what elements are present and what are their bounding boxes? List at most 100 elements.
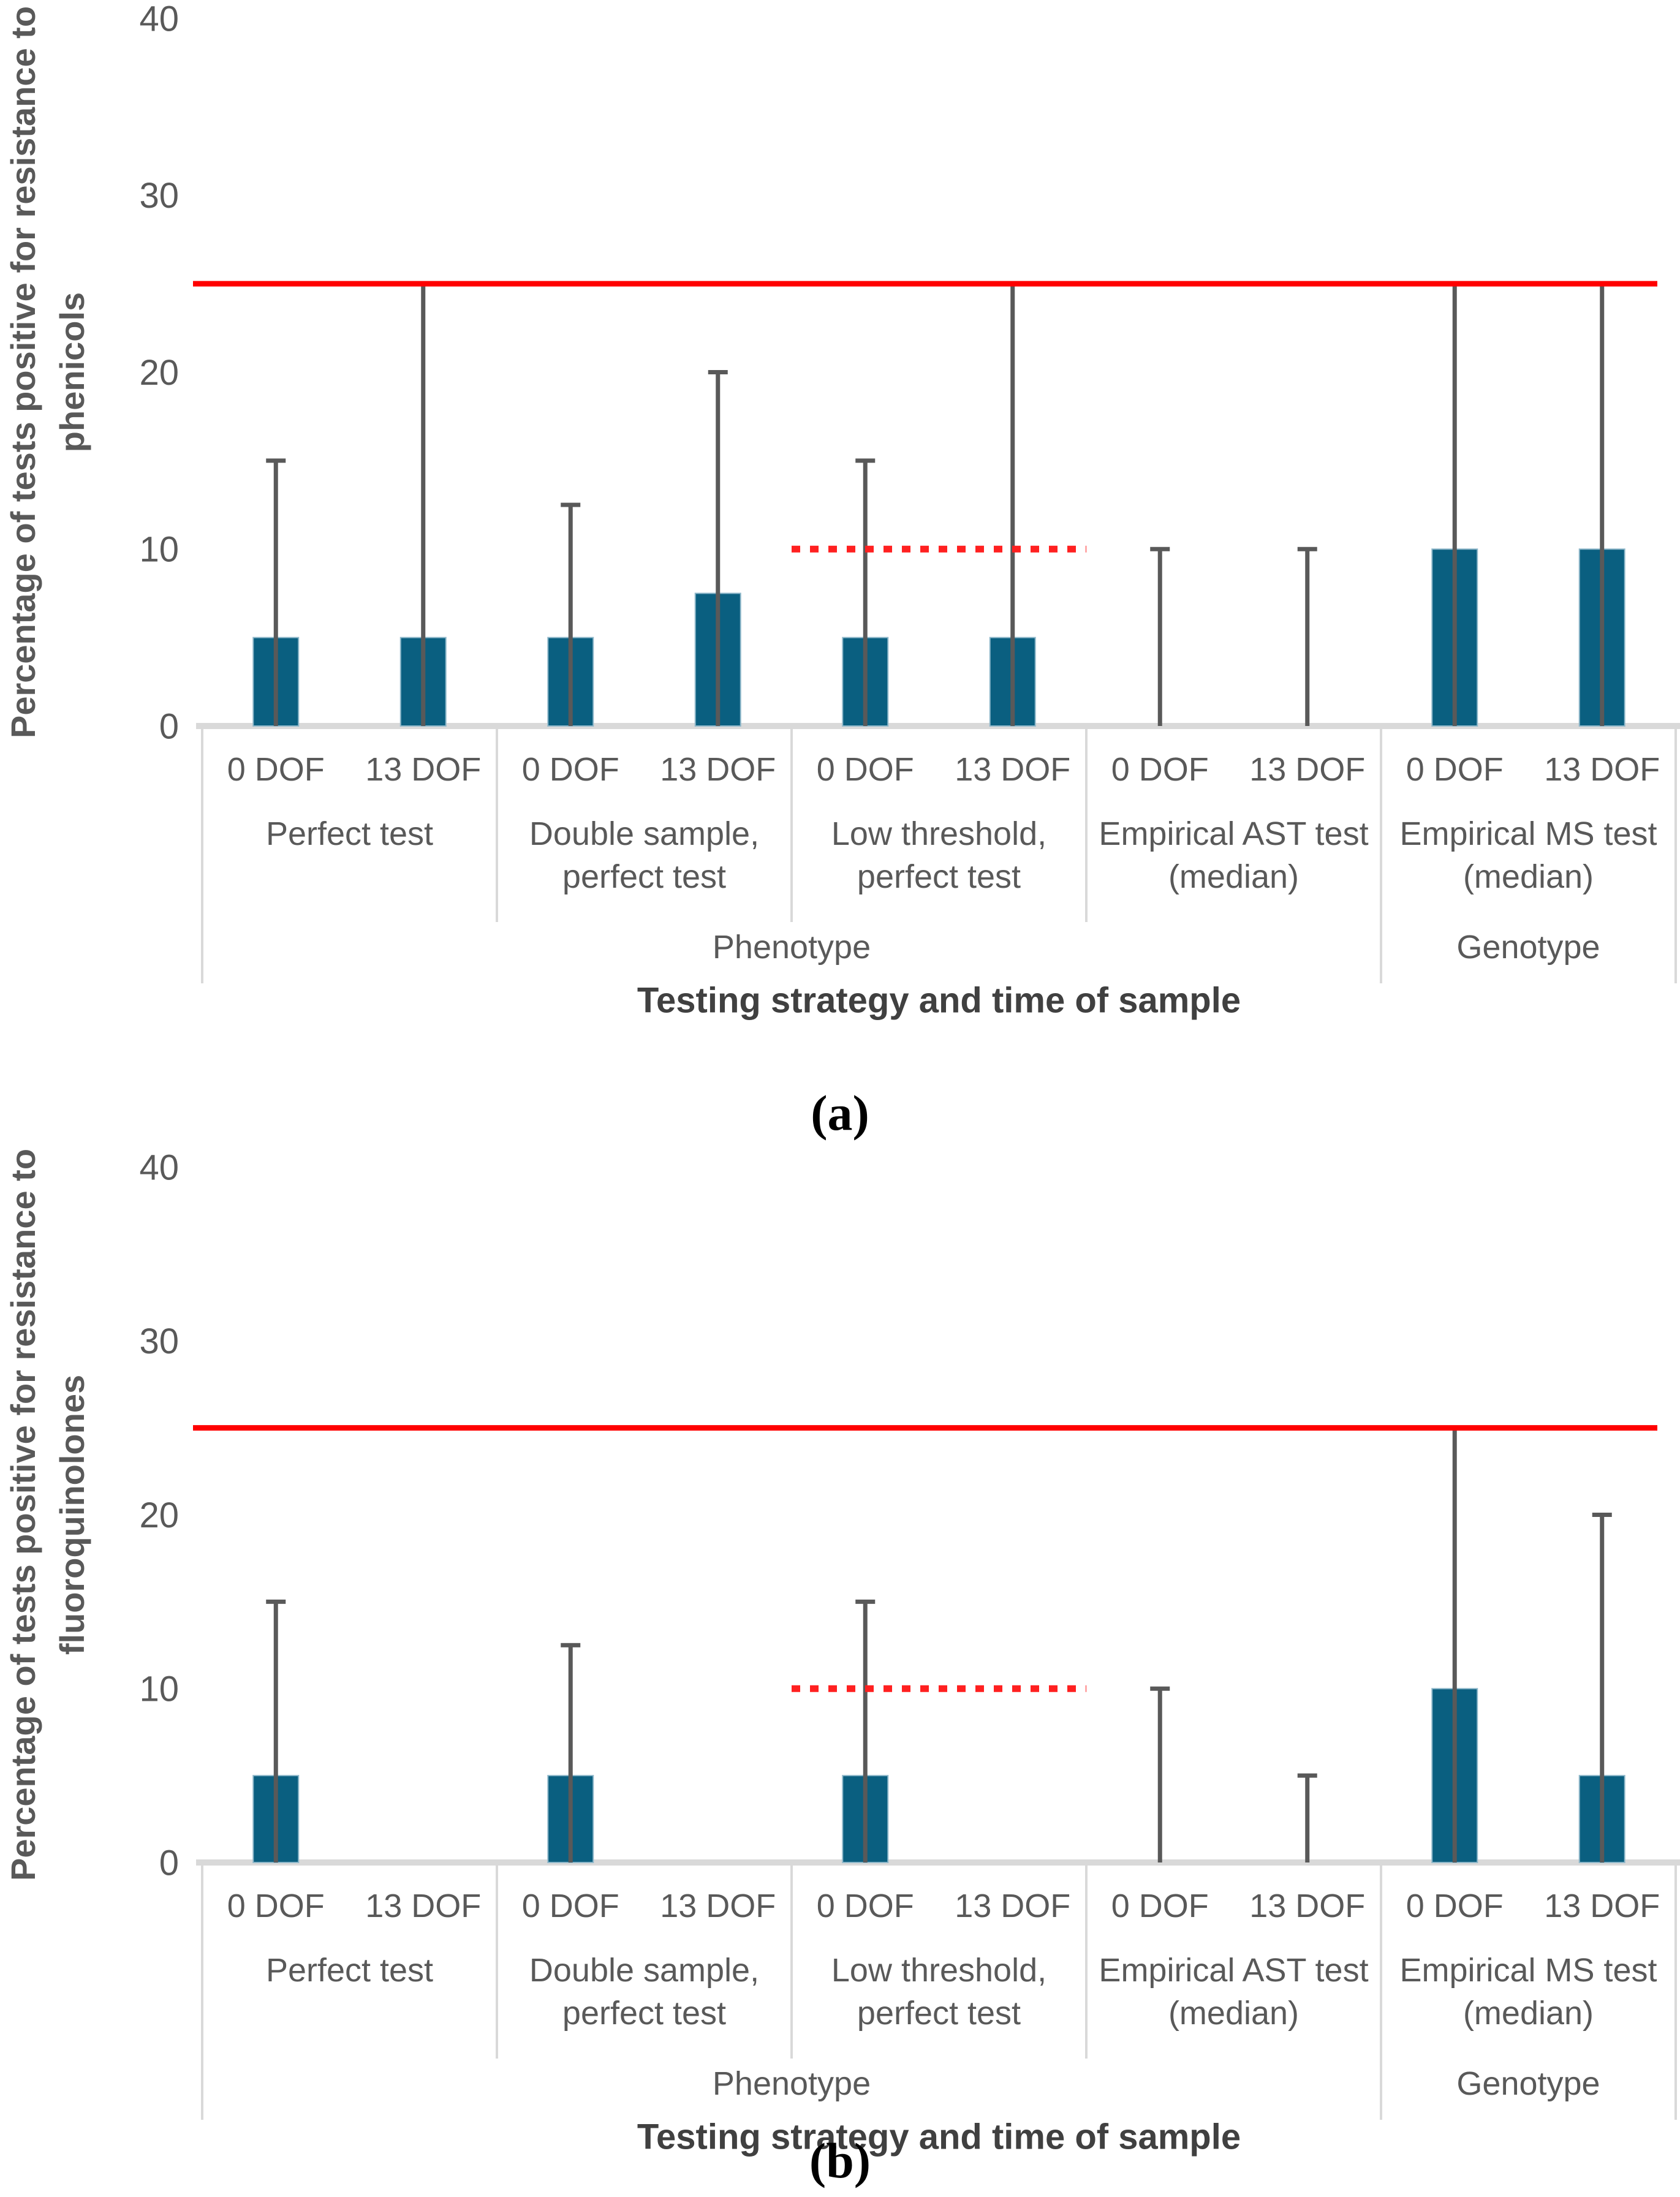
solid-threshold-line bbox=[193, 281, 1657, 287]
group-label: Low threshold, bbox=[831, 1952, 1046, 1989]
dof-label: 0 DOF bbox=[522, 1888, 619, 1924]
x-axis-title: Testing strategy and time of sample bbox=[637, 2117, 1241, 2157]
chart-panel-b: 0 10 20 30 40 Percentage of tests positive fo… bbox=[4, 1148, 1680, 2157]
dof-label: 0 DOF bbox=[817, 751, 914, 788]
dof-label: 0 DOF bbox=[1406, 751, 1504, 788]
error-bar bbox=[1305, 549, 1310, 726]
group-label: (median) bbox=[1463, 858, 1594, 895]
supergroup-label: Phenotype bbox=[713, 929, 871, 966]
panel-label-b: (b) bbox=[809, 2133, 871, 2188]
group-label: (median) bbox=[1463, 1995, 1594, 2032]
error-bar-cap bbox=[855, 1599, 876, 1604]
error-bar bbox=[1157, 549, 1162, 726]
error-bar-cap bbox=[1297, 1773, 1317, 1778]
group-label: Low threshold, bbox=[831, 815, 1046, 852]
error-bar bbox=[1010, 284, 1015, 726]
error-bar bbox=[1452, 284, 1457, 726]
group-label: perfect test bbox=[857, 858, 1021, 895]
y-axis-label-line2: fluoroquinolones bbox=[53, 1375, 91, 1655]
group-label: perfect test bbox=[857, 1995, 1021, 2032]
error-bar bbox=[716, 372, 721, 726]
error-bar-cap bbox=[561, 502, 581, 507]
dof-label: 13 DOF bbox=[1249, 751, 1365, 788]
group-label: perfect test bbox=[562, 858, 726, 895]
y-tick-label: 10 bbox=[139, 1669, 179, 1709]
dof-label: 0 DOF bbox=[227, 751, 325, 788]
group-label: Empirical AST test bbox=[1099, 1952, 1368, 1989]
error-bar bbox=[273, 460, 278, 726]
group-label: Double sample, bbox=[529, 815, 759, 852]
dof-label: 0 DOF bbox=[1111, 1888, 1209, 1924]
category-outer-divider bbox=[201, 1862, 203, 2120]
error-bar-cap bbox=[266, 458, 286, 463]
dof-label: 13 DOF bbox=[1544, 751, 1660, 788]
group-label: Empirical MS test bbox=[1399, 1952, 1657, 1989]
error-bar-cap bbox=[855, 458, 876, 463]
group-label: Perfect test bbox=[266, 1952, 433, 1989]
error-bar bbox=[1600, 1514, 1605, 1862]
y-axis-label-line1: Percentage of tests positive for resista… bbox=[4, 1149, 42, 1881]
category-divider bbox=[790, 1862, 793, 2059]
x-axis-line bbox=[196, 1859, 1680, 1866]
category-divider bbox=[496, 1862, 498, 2059]
chart-panel-a: 0 10 20 30 40 Percentage of tests positive fo… bbox=[4, 0, 1680, 1020]
error-bar-cap bbox=[561, 1643, 581, 1647]
group-label: Empirical AST test bbox=[1099, 815, 1368, 852]
error-bar-cap bbox=[266, 1599, 286, 1604]
group-label: Double sample, bbox=[529, 1952, 759, 1989]
supergroup-label: Phenotype bbox=[713, 2065, 871, 2102]
dof-label: 0 DOF bbox=[1406, 1888, 1504, 1924]
supergroup-label: Genotype bbox=[1456, 2065, 1600, 2102]
x-axis-title: Testing strategy and time of sample bbox=[637, 980, 1241, 1020]
supergroup-label: Genotype bbox=[1456, 929, 1600, 966]
error-bar bbox=[863, 1601, 868, 1862]
error-bar bbox=[1157, 1688, 1162, 1862]
error-bar-cap bbox=[1297, 546, 1317, 551]
error-bar bbox=[421, 284, 426, 726]
dof-label: 0 DOF bbox=[522, 751, 619, 788]
y-tick-label: 30 bbox=[139, 176, 179, 216]
group-label: (median) bbox=[1168, 1995, 1299, 2032]
category-divider bbox=[1085, 1862, 1088, 2059]
y-tick-label: 40 bbox=[139, 0, 179, 39]
dof-label: 13 DOF bbox=[660, 751, 776, 788]
error-bar-cap bbox=[1592, 1513, 1612, 1517]
y-axis-label-line2: phenicols bbox=[53, 292, 91, 452]
dof-label: 13 DOF bbox=[365, 1888, 481, 1924]
solid-threshold-line bbox=[193, 1425, 1657, 1431]
dof-label: 13 DOF bbox=[955, 751, 1070, 788]
error-bar bbox=[1452, 1427, 1457, 1862]
category-outer-divider bbox=[1380, 726, 1382, 983]
group-label: (median) bbox=[1168, 858, 1299, 895]
dof-label: 13 DOF bbox=[1544, 1888, 1660, 1924]
category-outer-divider bbox=[201, 726, 203, 983]
category-divider bbox=[1085, 726, 1088, 922]
y-tick-label: 0 bbox=[159, 706, 179, 746]
error-bar bbox=[1600, 284, 1605, 726]
y-axis-label-line1: Percentage of tests positive for resista… bbox=[4, 6, 42, 738]
dof-label: 13 DOF bbox=[660, 1888, 776, 1924]
y-tick-label: 10 bbox=[139, 530, 179, 570]
dof-label: 13 DOF bbox=[955, 1888, 1070, 1924]
y-tick-label: 0 bbox=[159, 1843, 179, 1883]
error-bar-cap bbox=[1150, 1686, 1170, 1691]
x-axis-line bbox=[196, 723, 1680, 729]
y-tick-label: 40 bbox=[139, 1148, 179, 1187]
dof-label: 0 DOF bbox=[1111, 751, 1209, 788]
y-tick-label: 20 bbox=[139, 1496, 179, 1535]
category-outer-divider bbox=[1674, 726, 1677, 983]
group-label: perfect test bbox=[562, 1995, 726, 2032]
dof-label: 13 DOF bbox=[1249, 1888, 1365, 1924]
error-bar bbox=[1305, 1775, 1310, 1862]
error-bar bbox=[568, 505, 573, 726]
panel-label-a: (a) bbox=[811, 1085, 869, 1141]
category-outer-divider bbox=[1380, 1862, 1382, 2120]
dof-label: 0 DOF bbox=[227, 1888, 325, 1924]
dof-label: 0 DOF bbox=[817, 1888, 914, 1924]
category-divider bbox=[790, 726, 793, 922]
error-bar bbox=[273, 1601, 278, 1862]
group-label: Perfect test bbox=[266, 815, 433, 852]
y-tick-label: 30 bbox=[139, 1322, 179, 1361]
group-label: Empirical MS test bbox=[1399, 815, 1657, 852]
